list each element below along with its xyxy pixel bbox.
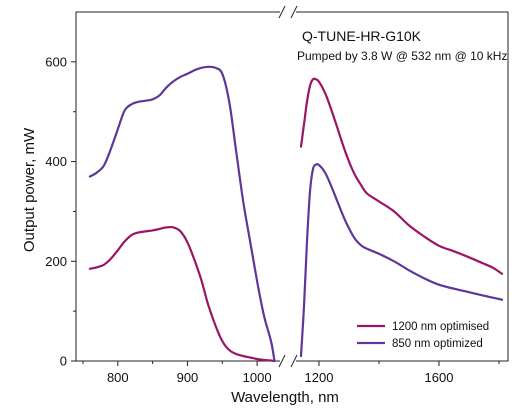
y-axis: 0 200 400 600 bbox=[45, 54, 76, 369]
x-tick-label: 900 bbox=[177, 370, 199, 385]
series-1200nm-line bbox=[299, 77, 504, 275]
series-850nm-line bbox=[88, 65, 276, 363]
series-850nm-line bbox=[299, 162, 504, 358]
series-group bbox=[88, 65, 504, 363]
x-axis: 800 900 1000 1200 1600 bbox=[82, 361, 500, 385]
y-tick-label: 200 bbox=[45, 254, 67, 269]
y-tick-label: 0 bbox=[60, 354, 67, 369]
annotation-pump: Pumped by 3.8 W @ 532 nm @ 10 kHz bbox=[297, 49, 507, 63]
series-1200nm-line bbox=[88, 225, 276, 363]
x-tick-label: 800 bbox=[107, 370, 129, 385]
legend-label: 1200 nm optimised bbox=[392, 321, 489, 333]
y-tick-label: 400 bbox=[45, 154, 67, 169]
x-axis-label: Wavelength, nm bbox=[231, 389, 339, 406]
break-slash bbox=[290, 354, 298, 368]
legend: 1200 nm optimised 850 nm optimized bbox=[357, 321, 489, 350]
annotation-model: Q-TUNE-HR-G10K bbox=[302, 28, 422, 44]
plot-border bbox=[75, 11, 509, 362]
y-axis-label: Output power, mW bbox=[21, 127, 38, 252]
y-tick-label: 600 bbox=[45, 54, 67, 69]
legend-label: 850 nm optimized bbox=[392, 338, 483, 350]
break-slash bbox=[290, 5, 298, 19]
axis-break-marks bbox=[278, 5, 298, 368]
break-slash bbox=[278, 5, 286, 19]
x-tick-label: 1200 bbox=[305, 370, 334, 385]
break-slash bbox=[278, 354, 286, 368]
plot-frame bbox=[75, 11, 509, 362]
x-tick-label: 1000 bbox=[243, 370, 272, 385]
x-tick-label: 1600 bbox=[425, 370, 454, 385]
